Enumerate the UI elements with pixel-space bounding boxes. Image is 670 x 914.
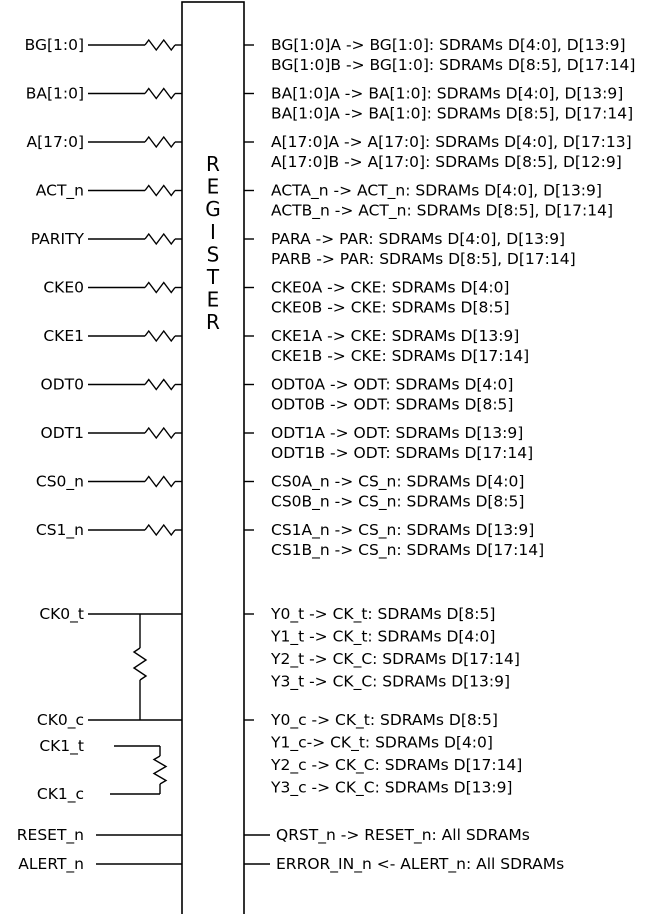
output-label: ODT0B -> ODT: SDRAMs D[8:5] [271,396,513,414]
register-letter: R [206,310,220,334]
output-label: CS0B_n -> CS_n: SDRAMs D[8:5] [271,493,524,512]
output-label: Y0_c -> CK_t: SDRAMs D[8:5] [270,711,498,730]
output-label: CKE0B -> CKE: SDRAMs D[8:5] [271,299,510,317]
output-label: CS1B_n -> CS_n: SDRAMs D[17:14] [271,541,544,560]
output-label: ODT0A -> ODT: SDRAMs D[4:0] [271,376,513,394]
output-label: CKE1A -> CKE: SDRAMs D[13:9] [271,327,519,345]
output-label: BA[1:0]A -> BA[1:0]: SDRAMs D[8:5], D[17… [271,105,633,123]
input-label: CS0_n [36,473,84,492]
output-label: Y2_t -> CK_C: SDRAMs D[17:14] [270,650,520,669]
input-label: PARITY [31,230,85,248]
output-label: Y0_t -> CK_t: SDRAMs D[8:5] [270,605,495,624]
output-label: BG[1:0]B -> BG[1:0]: SDRAMs D[8:5], D[17… [271,56,635,74]
resistor-icon [144,378,176,391]
output-label: Y1_t -> CK_t: SDRAMs D[4:0] [270,628,495,647]
output-label: Y1_c-> CK_t: SDRAMs D[4:0] [270,734,493,753]
output-label: PARB -> PAR: SDRAMs D[8:5], D[17:14] [271,250,576,268]
register-letter: T [206,265,220,289]
output-label: Y3_t -> CK_C: SDRAMs D[13:9] [270,673,510,692]
output-label: QRST_n -> RESET_n: All SDRAMs [276,826,530,845]
resistor-icon [144,426,176,440]
input-label: CK1_c [37,785,84,804]
input-label: CK0_t [39,605,84,624]
resistor-icon [144,184,176,197]
register-letter: R [206,152,220,176]
output-label: CKE1B -> CKE: SDRAMs D[17:14] [271,347,529,365]
input-label: CK0_c [37,711,84,730]
output-label: ODT1A -> ODT: SDRAMs D[13:9] [271,424,523,442]
output-label: ODT1B -> ODT: SDRAMs D[17:14] [271,444,533,462]
output-label: ERROR_IN_n <- ALERT_n: All SDRAMs [276,855,564,874]
input-label: BG[1:0] [25,36,84,54]
output-label: Y3_c -> CK_C: SDRAMs D[13:9] [270,779,512,798]
output-label: Y2_c -> CK_C: SDRAMs D[17:14] [270,756,522,775]
input-label: A[17:0] [26,133,84,151]
register-box [181,1,245,914]
register-letter: E [207,175,220,199]
output-label: ACTA_n -> ACT_n: SDRAMs D[4:0], D[13:9] [271,182,602,201]
input-label: BA[1:0] [26,85,84,103]
register-letter: E [207,288,220,312]
signal-labels: BG[1:0] BG[1:0]A -> BG[1:0]: SDRAMs D[4:0… [17,36,636,874]
resistor-icon [144,523,176,537]
resistor-icon [152,755,168,785]
wire-layer [88,38,270,865]
input-label: CKE0 [43,279,84,297]
output-label: ACTB_n -> ACT_n: SDRAMs D[8:5], D[17:14] [271,202,613,221]
resistor-icon [132,647,148,681]
input-label: ACT_n [36,182,84,201]
input-label: ODT1 [41,424,84,442]
resistor-icon [144,87,176,100]
register-letter: S [207,242,220,266]
resistor-icon [144,329,176,343]
output-label: A[17:0]A -> A[17:0]: SDRAMs D[4:0], D[17… [271,133,632,151]
output-label: A[17:0]B -> A[17:0]: SDRAMs D[8:5], D[12… [271,153,622,171]
resistor-icon [144,281,176,294]
resistor-icon [144,135,176,149]
output-label: BA[1:0]A -> BA[1:0]: SDRAMs D[4:0], D[13… [271,85,623,103]
input-label: ALERT_n [18,855,84,874]
register-letter: I [210,220,216,244]
resistor-icon [144,475,176,488]
output-label: BG[1:0]A -> BG[1:0]: SDRAMs D[4:0], D[13… [271,36,626,54]
input-label: CK1_t [39,737,84,756]
output-label: CS1A_n -> CS_n: SDRAMs D[13:9] [271,521,534,540]
input-label: RESET_n [17,826,84,845]
input-label: ODT0 [41,376,84,394]
register-letter: G [205,197,221,221]
resistor-icon [144,232,176,246]
output-label: PARA -> PAR: SDRAMs D[4:0], D[13:9] [271,230,565,248]
resistor-icon [144,38,176,52]
output-label: CKE0A -> CKE: SDRAMs D[4:0] [271,279,509,297]
input-label: CS1_n [36,521,84,540]
output-label: CS0A_n -> CS_n: SDRAMs D[4:0] [271,473,524,492]
input-label: CKE1 [43,327,84,345]
